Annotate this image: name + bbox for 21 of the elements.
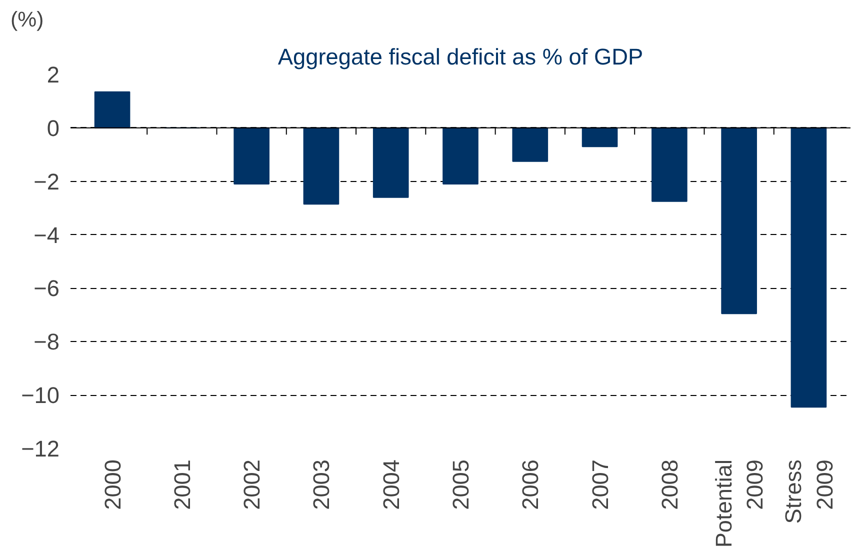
x-tick-label: 2002 — [238, 459, 265, 510]
y-tick-label: −10 — [21, 382, 60, 408]
x-tick-label: 2004 — [378, 459, 404, 510]
y-axis-title: (%) — [10, 8, 44, 32]
y-tick-label: 0 — [46, 114, 60, 141]
y-tick-label: −8 — [34, 328, 60, 355]
x-tick-label: 2001 — [168, 459, 195, 510]
y-tick-label: 2 — [46, 62, 60, 88]
x-tick-label: 2007 — [586, 459, 613, 510]
x-tick-label: 2005 — [448, 459, 474, 510]
chart-title: Aggregate fiscal deficit as % of GDP — [278, 44, 644, 70]
y-tick-label: −6 — [34, 275, 60, 302]
x-tick-label: 2006 — [517, 459, 544, 510]
x-tick-label: 2003 — [308, 459, 334, 510]
y-tick-label: −2 — [34, 168, 60, 194]
x-tick-label: Stress 2009 — [780, 459, 838, 524]
x-tick-label: 2008 — [656, 459, 682, 510]
y-tick-label: −4 — [34, 222, 60, 248]
x-tick-label: 2000 — [99, 459, 126, 510]
x-tick-label: Potential 2009 — [710, 459, 768, 548]
y-tick-label: −12 — [21, 436, 60, 462]
